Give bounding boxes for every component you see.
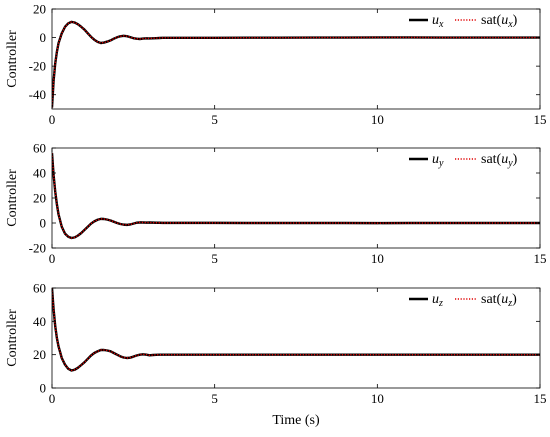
legend-sat-label: sat(ux) <box>481 13 518 30</box>
x-tick-label: 5 <box>211 251 218 266</box>
legend: ux sat(ux) <box>409 13 518 30</box>
y-tick-label: -20 <box>29 59 46 74</box>
y-tick-label: -20 <box>29 241 46 256</box>
x-tick-label: 15 <box>534 391 547 406</box>
y-tick-label: -40 <box>29 87 46 102</box>
y-tick-label: 60 <box>33 281 46 296</box>
axes-box <box>51 147 541 249</box>
x-axis-label: Time (s) <box>272 413 320 428</box>
axes-box <box>51 287 541 389</box>
chart-panel-3: 0 5 10 15 0 20 40 60 Controller Time (s) uz sat(uz) <box>5 281 547 429</box>
x-tick-label: 15 <box>534 112 547 127</box>
legend-u-label: uz <box>432 292 443 309</box>
chart-panel-1: 0 5 10 15 -40 -20 0 20 Controller ux sat(ux) <box>5 2 547 128</box>
legend: uy sat(uy) <box>409 152 518 169</box>
x-tick-label: 5 <box>211 391 218 406</box>
x-tick-label: 0 <box>49 112 56 127</box>
y-tick-label: 40 <box>33 314 46 329</box>
y-tick-label: 20 <box>33 191 46 206</box>
series-line-u <box>52 152 540 240</box>
legend-u-label: uy <box>432 152 444 169</box>
series-line-u <box>52 20 540 108</box>
x-tick-label: 0 <box>49 391 56 406</box>
y-tick-label: 20 <box>33 2 46 17</box>
x-tick-label: 10 <box>371 112 384 127</box>
legend-sat-label: sat(uy) <box>481 152 518 169</box>
y-tick-label: 60 <box>33 141 46 156</box>
series-line-sat <box>52 288 540 372</box>
series-line-sat <box>52 21 540 108</box>
y-tick-label: 0 <box>40 381 47 396</box>
legend: uz sat(uz) <box>409 292 517 309</box>
series-line-sat <box>52 152 540 239</box>
x-tick-label: 15 <box>534 251 547 266</box>
y-axis-label: Controller <box>5 309 20 367</box>
y-axis-label: Controller <box>5 169 20 227</box>
legend-u-label: ux <box>432 13 444 30</box>
x-tick-label: 0 <box>49 251 56 266</box>
x-tick-label: 10 <box>371 391 384 406</box>
legend-sat-label: sat(uz) <box>481 292 517 309</box>
y-tick-label: 40 <box>33 166 46 181</box>
axes-box <box>51 8 541 110</box>
y-tick-label: 20 <box>33 347 46 362</box>
y-tick-label: 0 <box>40 30 47 45</box>
y-tick-label: 0 <box>40 216 47 231</box>
x-tick-label: 10 <box>371 251 384 266</box>
y-axis-label: Controller <box>5 30 20 88</box>
x-tick-label: 5 <box>211 112 218 127</box>
